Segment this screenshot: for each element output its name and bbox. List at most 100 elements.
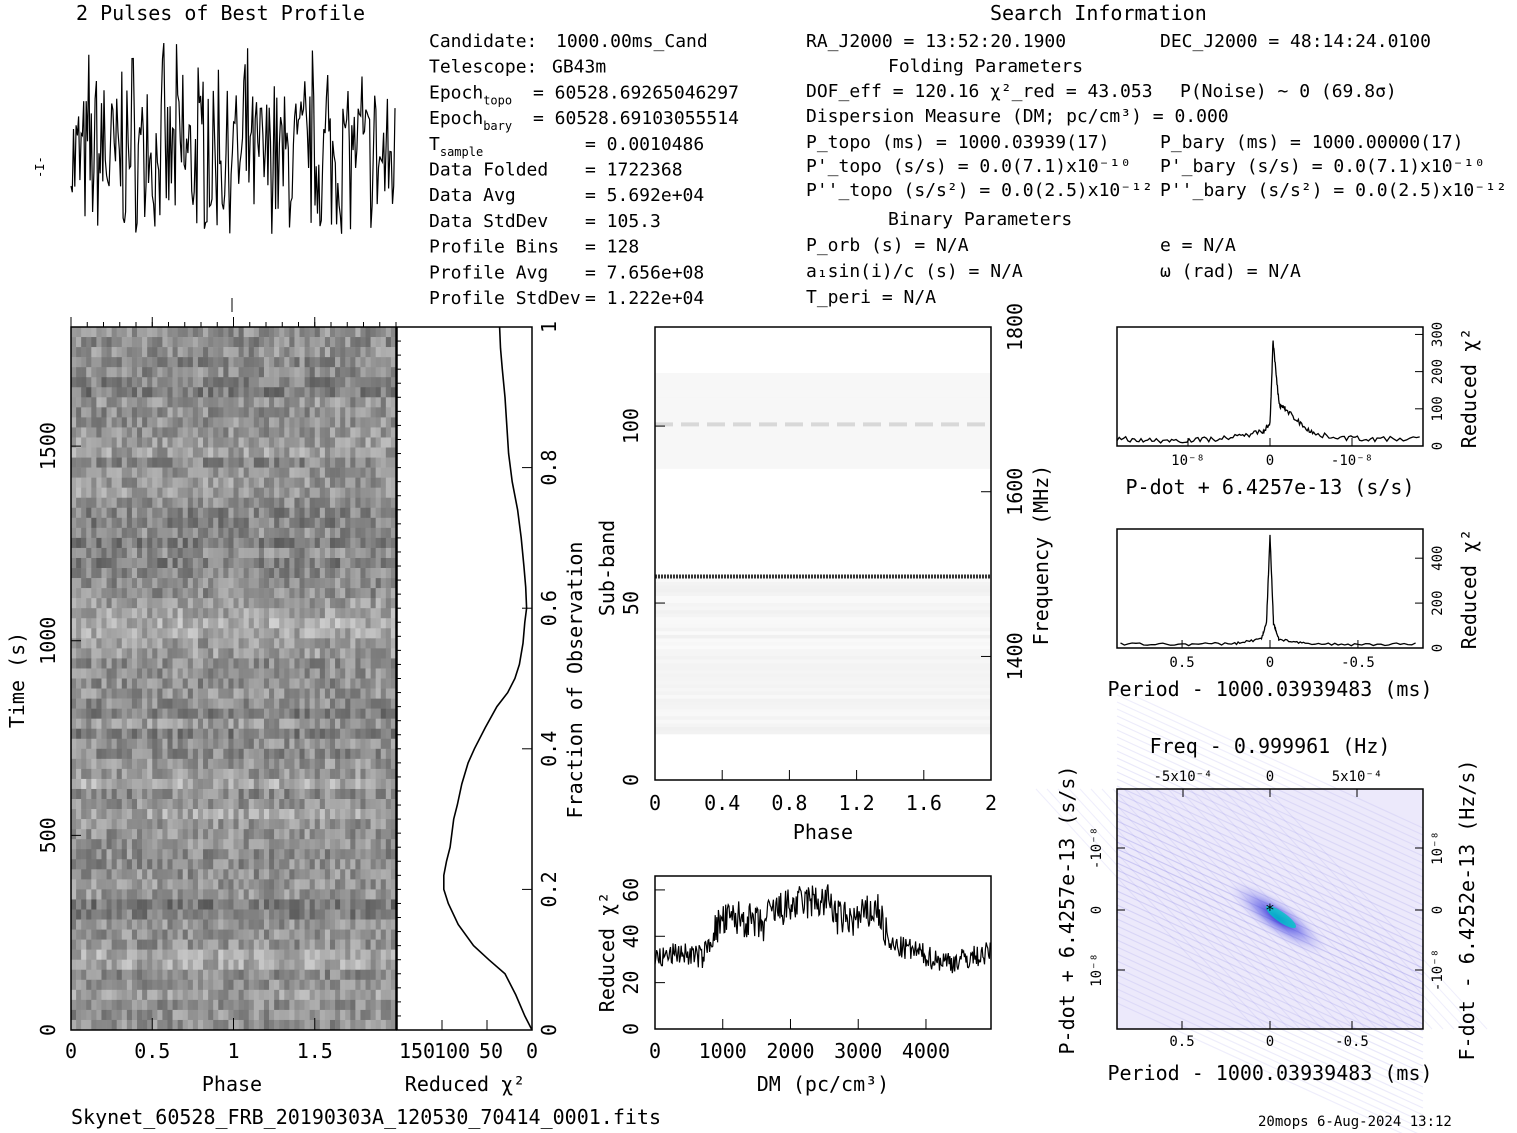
- heatmap-cell: [197, 387, 204, 398]
- heatmap-cell: [187, 658, 194, 669]
- heatmap-cell: [390, 497, 397, 509]
- ppd-streak: [1116, 757, 1424, 899]
- heatmap-cell: [289, 487, 295, 499]
- heatmap-cell: [162, 457, 168, 468]
- heatmap-cell: [147, 387, 153, 398]
- heatmap-cell: [385, 387, 392, 398]
- heatmap-cell: [258, 337, 265, 348]
- heatmap-cell: [350, 578, 356, 589]
- heatmap-cell: [71, 417, 77, 428]
- heatmap-cell: [380, 517, 387, 529]
- heatmap-cell: [197, 989, 204, 1001]
- heatmap-cell: [76, 377, 82, 388]
- heatmap-cell: [167, 1009, 173, 1021]
- heatmap-cell: [167, 748, 173, 760]
- heatmap-cell: [284, 869, 290, 880]
- heatmap-cell: [370, 809, 376, 820]
- heatmap-cell: [203, 497, 209, 509]
- heatmap-cell: [111, 999, 118, 1011]
- heatmap-cell: [350, 367, 356, 378]
- heatmap-cell: [319, 658, 326, 669]
- heatmap-cell: [335, 447, 341, 458]
- heatmap-cell: [385, 889, 392, 900]
- heatmap-cell: [233, 638, 239, 649]
- heatmap-cell: [126, 899, 133, 910]
- heatmap-cell: [187, 397, 194, 408]
- heatmap-cell: [208, 497, 214, 509]
- heatmap-cell: [385, 949, 392, 960]
- heatmap-cell: [258, 969, 265, 981]
- heatmap-cell: [152, 799, 158, 810]
- heatmap-cell: [208, 688, 214, 699]
- heatmap-cell: [157, 1009, 163, 1021]
- heatmap-cell: [319, 568, 326, 579]
- heatmap-cell: [111, 347, 118, 358]
- heatmap-cell: [274, 367, 280, 378]
- heatmap-cell: [218, 889, 224, 900]
- heatmap-cell: [228, 989, 234, 1001]
- heatmap-cell: [91, 879, 97, 890]
- heatmap-cell: [233, 889, 239, 900]
- heatmap-cell: [172, 598, 178, 609]
- heatmap-cell: [233, 568, 239, 579]
- heatmap-cell: [223, 397, 229, 408]
- heatmap-cell: [147, 437, 153, 448]
- heatmap-cell: [360, 467, 366, 478]
- heatmap-cell: [177, 849, 184, 860]
- info-label: Tsample: [429, 134, 483, 159]
- heatmap-cell: [71, 578, 77, 589]
- heatmap-cell: [223, 899, 229, 910]
- heatmap-cell: [309, 417, 316, 428]
- heatmap-cell: [390, 517, 397, 529]
- heatmap-cell: [233, 648, 239, 659]
- heatmap-cell: [167, 899, 173, 910]
- heatmap-cell: [248, 387, 255, 398]
- heatmap-cell: [203, 417, 209, 428]
- heatmap-cell: [284, 849, 290, 860]
- heatmap-cell: [258, 688, 265, 699]
- heatmap-cell: [375, 839, 382, 850]
- heatmap-cell: [167, 578, 173, 589]
- period-pdot-title: Freq - 0.999961 (Hz): [1150, 734, 1391, 758]
- heatmap-cell: [223, 949, 229, 960]
- heatmap-cell: [390, 467, 397, 478]
- heatmap-cell: [299, 608, 305, 619]
- heatmap-cell: [111, 819, 118, 830]
- heatmap-cell: [248, 487, 255, 499]
- heatmap-cell: [197, 889, 204, 900]
- heatmap-cell: [309, 879, 316, 890]
- heatmap-cell: [71, 919, 77, 930]
- heatmap-cell: [355, 457, 361, 468]
- heatmap-cell: [96, 809, 102, 820]
- heatmap-cell: [299, 748, 305, 760]
- ppd-streak: [1116, 715, 1424, 857]
- heatmap-cell: [101, 668, 107, 679]
- heatmap-cell: [142, 859, 148, 870]
- heatmap-cell: [289, 869, 295, 880]
- heatmap-cell: [299, 588, 305, 599]
- heatmap-cell: [309, 327, 316, 338]
- heatmap-cell: [192, 427, 199, 438]
- heatmap-cell: [228, 427, 234, 438]
- y-tick-label: 400: [1430, 546, 1446, 571]
- heatmap-cell: [101, 819, 107, 830]
- heatmap-cell: [385, 979, 392, 991]
- heatmap-cell: [299, 708, 305, 719]
- heatmap-cell: [208, 748, 214, 760]
- heatmap-cell: [106, 568, 112, 579]
- heatmap-cell: [147, 748, 153, 760]
- heatmap-cell: [243, 467, 250, 478]
- heatmap-cell: [213, 588, 219, 599]
- heatmap-cell: [360, 788, 366, 800]
- heatmap-cell: [258, 1009, 265, 1021]
- heatmap-cell: [390, 708, 397, 719]
- heatmap-cell: [248, 839, 255, 850]
- heatmap-cell: [86, 367, 92, 378]
- heatmap-cell: [370, 929, 376, 940]
- heatmap-cell: [294, 959, 300, 971]
- heatmap-cell: [96, 417, 102, 428]
- heatmap-cell: [223, 588, 229, 599]
- heatmap-cell: [350, 427, 356, 438]
- heatmap-cell: [152, 989, 158, 1001]
- heatmap-cell: [289, 568, 295, 579]
